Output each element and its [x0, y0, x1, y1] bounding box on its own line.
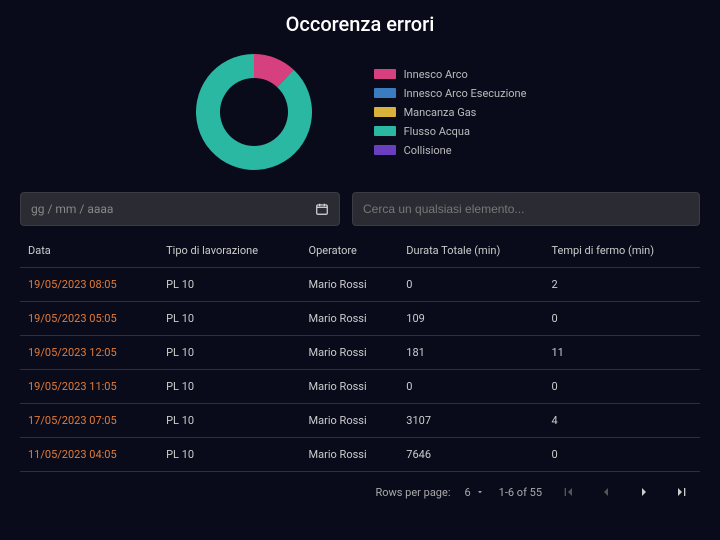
table-header: Data — [20, 234, 158, 268]
table-cell: 0 — [543, 370, 700, 404]
legend-swatch — [374, 69, 396, 79]
table-header: Operatore — [301, 234, 399, 268]
prev-page-button[interactable] — [594, 482, 618, 502]
table-cell: Mario Rossi — [301, 404, 399, 438]
legend-item: Innesco Arco — [374, 68, 527, 81]
chevron-down-icon — [475, 487, 485, 497]
first-page-button[interactable] — [556, 482, 580, 502]
table-header: Tipo di lavorazione — [158, 234, 300, 268]
table-cell: Mario Rossi — [301, 438, 399, 472]
table-cell: PL 10 — [158, 302, 300, 336]
page-title: Occorenza errori — [20, 12, 700, 36]
table-cell: 19/05/2023 11:05 — [20, 370, 158, 404]
chart-legend: Innesco Arco Innesco Arco Esecuzione Manca… — [374, 68, 527, 157]
table-cell: PL 10 — [158, 438, 300, 472]
table-cell: 19/05/2023 05:05 — [20, 302, 158, 336]
table-header: Tempi di fermo (min) — [543, 234, 700, 268]
table-cell: PL 10 — [158, 370, 300, 404]
legend-label: Innesco Arco — [404, 68, 468, 81]
table-row[interactable]: 19/05/2023 05:05PL 10Mario Rossi1090 — [20, 302, 700, 336]
table-cell: PL 10 — [158, 404, 300, 438]
table-cell: 11/05/2023 04:05 — [20, 438, 158, 472]
table-cell: 0 — [543, 438, 700, 472]
legend-item: Collisione — [374, 144, 527, 157]
legend-item: Innesco Arco Esecuzione — [374, 87, 527, 100]
legend-label: Innesco Arco Esecuzione — [404, 87, 527, 100]
pagination: Rows per page: 6 1-6 of 55 — [20, 472, 700, 502]
legend-swatch — [374, 88, 396, 98]
data-table: DataTipo di lavorazioneOperatoreDurata T… — [20, 234, 700, 472]
donut-chart — [194, 52, 314, 172]
table-cell: 0 — [543, 302, 700, 336]
table-cell: 7646 — [398, 438, 543, 472]
legend-swatch — [374, 145, 396, 155]
table-cell: 0 — [398, 268, 543, 302]
legend-label: Flusso Acqua — [404, 125, 470, 138]
date-placeholder: gg / mm / aaaa — [31, 202, 113, 216]
table-cell: 0 — [398, 370, 543, 404]
search-input-wrap[interactable] — [352, 192, 700, 226]
table-row[interactable]: 19/05/2023 11:05PL 10Mario Rossi00 — [20, 370, 700, 404]
legend-swatch — [374, 126, 396, 136]
table-row[interactable]: 11/05/2023 04:05PL 10Mario Rossi76460 — [20, 438, 700, 472]
table-cell: 19/05/2023 08:05 — [20, 268, 158, 302]
table-cell: 2 — [543, 268, 700, 302]
table-header: Durata Totale (min) — [398, 234, 543, 268]
next-page-button[interactable] — [632, 482, 656, 502]
search-input[interactable] — [363, 202, 689, 216]
table-cell: Mario Rossi — [301, 370, 399, 404]
table-cell: PL 10 — [158, 268, 300, 302]
table-cell: 109 — [398, 302, 543, 336]
legend-item: Mancanza Gas — [374, 106, 527, 119]
rows-per-page-select[interactable]: 6 — [464, 486, 484, 499]
legend-label: Collisione — [404, 144, 452, 157]
legend-label: Mancanza Gas — [404, 106, 477, 119]
table-cell: Mario Rossi — [301, 302, 399, 336]
rows-per-page-label: Rows per page: — [375, 486, 450, 499]
table-cell: 19/05/2023 12:05 — [20, 336, 158, 370]
calendar-icon — [315, 202, 329, 216]
table-cell: Mario Rossi — [301, 268, 399, 302]
page-range: 1-6 of 55 — [499, 486, 542, 499]
table-cell: PL 10 — [158, 336, 300, 370]
legend-swatch — [374, 107, 396, 117]
donut-slice — [196, 54, 312, 170]
table-row[interactable]: 17/05/2023 07:05PL 10Mario Rossi31074 — [20, 404, 700, 438]
table-row[interactable]: 19/05/2023 12:05PL 10Mario Rossi18111 — [20, 336, 700, 370]
table-row[interactable]: 19/05/2023 08:05PL 10Mario Rossi02 — [20, 268, 700, 302]
legend-item: Flusso Acqua — [374, 125, 527, 138]
last-page-button[interactable] — [670, 482, 694, 502]
table-cell: 181 — [398, 336, 543, 370]
table-cell: 17/05/2023 07:05 — [20, 404, 158, 438]
table-cell: Mario Rossi — [301, 336, 399, 370]
table-cell: 11 — [543, 336, 700, 370]
rows-per-page-value: 6 — [464, 486, 470, 499]
table-cell: 3107 — [398, 404, 543, 438]
date-input[interactable]: gg / mm / aaaa — [20, 192, 340, 226]
table-cell: 4 — [543, 404, 700, 438]
